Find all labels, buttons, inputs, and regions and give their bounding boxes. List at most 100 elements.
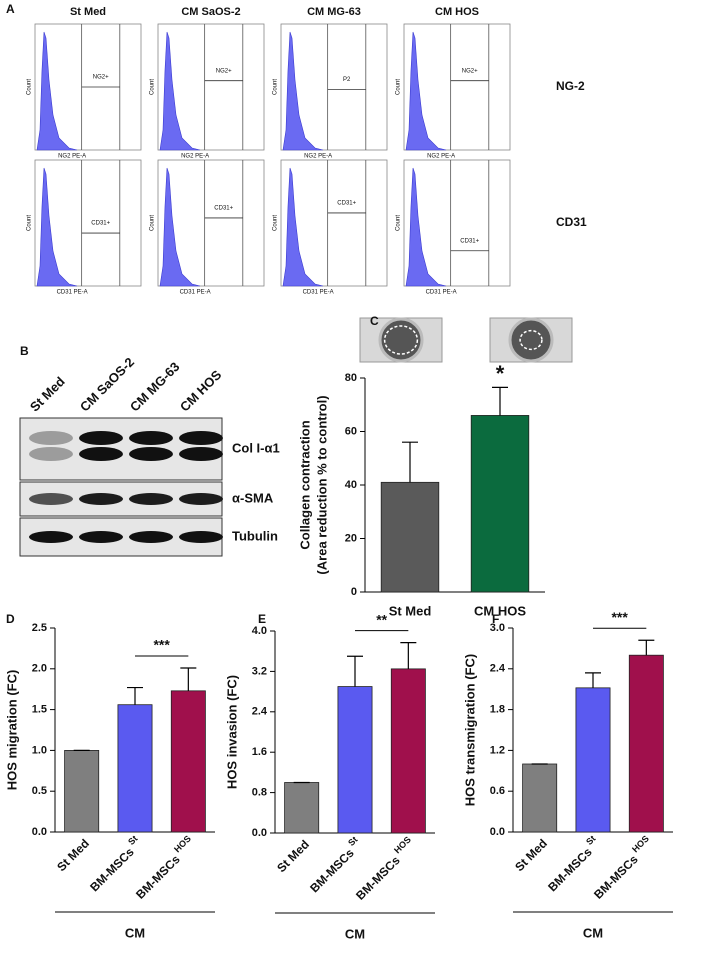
axis-label: Count [396, 79, 402, 95]
blot-band [29, 493, 73, 505]
y-tick-label: 0.5 [32, 785, 47, 797]
histogram [36, 167, 78, 287]
significance: *** [611, 609, 628, 625]
y-axis-label: HOS invasion (FC) [224, 675, 239, 789]
x-tick-label: St Med [512, 836, 550, 874]
blot-band [179, 431, 223, 445]
category: BM-MSCs [353, 853, 403, 903]
y-tick-label: 2.4 [490, 663, 506, 675]
x-tick-label: BM-MSCsHOS [131, 834, 199, 902]
y-tick-label: 0 [351, 586, 357, 598]
column-header: CM MG-63 [307, 6, 361, 18]
histogram [405, 31, 447, 151]
blot-band [29, 431, 73, 445]
column-header: St Med [70, 6, 106, 18]
error-bar [347, 655, 363, 687]
panel-label: B [20, 344, 29, 358]
histogram [36, 31, 78, 151]
row-label: CD31 [556, 215, 587, 229]
x-tick-label: St Med [389, 603, 432, 618]
blot-band [129, 493, 173, 505]
y-tick-label: 0.0 [490, 826, 505, 838]
axis-label: CD31 PE-A [426, 290, 457, 296]
category: St Med [54, 836, 92, 874]
category-superscript: HOS [172, 834, 193, 855]
error-bar [638, 639, 655, 656]
bar [117, 704, 153, 833]
category: St Med [512, 836, 550, 874]
y-tick-label: 2.0 [32, 663, 47, 675]
y-tick-label: 0.0 [32, 826, 47, 838]
axis-label: NG2 PE-A [304, 154, 332, 160]
gate-label: P2 [343, 77, 351, 83]
histogram [159, 167, 201, 287]
axis-label: Count [27, 79, 33, 95]
y-tick-label: 0.6 [490, 785, 505, 797]
blot-band [79, 447, 123, 461]
category: BM-MSCs [87, 845, 137, 895]
axis-label: NG2 PE-A [427, 154, 455, 160]
x-tick-label: BM-MSCsHOS [589, 834, 657, 902]
y-tick-label: 3.0 [490, 622, 505, 634]
axis-label: Count [396, 215, 402, 231]
column-header: CM SaOS-2 [181, 6, 240, 18]
blot-band [79, 493, 123, 505]
axis-label: NG2 PE-A [58, 154, 86, 160]
blot-band [179, 493, 223, 505]
gate-label: CD31+ [337, 200, 356, 206]
x-tick-label: BM-MSCsSt [543, 834, 604, 895]
y-tick-label: 1.8 [490, 704, 505, 716]
y-tick-label: 4.0 [252, 625, 267, 637]
panel-label: C [370, 314, 379, 328]
blot-band [129, 531, 173, 543]
axis-label: Count [273, 215, 279, 231]
category: BM-MSCs [545, 845, 595, 895]
category-superscript: HOS [630, 834, 651, 855]
y-axis-label: (Area reduction % to control) [314, 395, 329, 574]
band-label: α-SMA [232, 490, 274, 505]
category-superscript: HOS [392, 835, 413, 856]
y-tick-label: 60 [345, 425, 357, 437]
blot-band [129, 431, 173, 445]
y-axis-label: HOS transmigration (FC) [462, 654, 477, 806]
axis-label: Count [273, 79, 279, 95]
bar [470, 415, 530, 593]
x-tick-label: BM-MSCsSt [305, 835, 366, 896]
group-label: CM [125, 925, 145, 940]
gate-label: CD31+ [91, 221, 110, 227]
row-label: NG-2 [556, 79, 585, 93]
bar [390, 668, 426, 834]
blot-band [29, 531, 73, 543]
error-bar [585, 672, 601, 688]
y-tick-label: 1.6 [252, 746, 267, 758]
bar [575, 687, 611, 833]
panel-label: A [6, 2, 15, 16]
panel-label: D [6, 612, 15, 626]
panel-label: E [258, 612, 266, 626]
gel-outline [519, 329, 543, 351]
y-tick-label: 1.0 [32, 744, 47, 756]
category: BM-MSCs [307, 846, 357, 896]
y-tick-label: 40 [345, 479, 357, 491]
axis-label: Count [27, 215, 33, 231]
significance: * [496, 361, 505, 386]
bar [628, 654, 664, 833]
blot-band [179, 447, 223, 461]
gate-label: CD31+ [460, 238, 479, 244]
category-superscript: St [584, 834, 597, 847]
y-tick-label: 1.5 [32, 704, 47, 716]
error-bar [492, 386, 508, 416]
axis-label: CD31 PE-A [57, 290, 88, 296]
category: BM-MSCs [133, 852, 183, 902]
error-bar [180, 667, 197, 691]
y-tick-label: 2.5 [32, 622, 47, 634]
y-tick-label: 3.2 [252, 665, 267, 677]
error-bar [402, 441, 418, 483]
lane-label: CM HOS [177, 367, 225, 415]
x-tick-label: St Med [54, 836, 92, 874]
category: BM-MSCs [591, 852, 641, 902]
histogram [159, 31, 201, 151]
gate-label: CD31+ [214, 206, 233, 212]
category: St Med [274, 837, 312, 875]
x-tick-label: BM-MSCsSt [85, 834, 146, 895]
